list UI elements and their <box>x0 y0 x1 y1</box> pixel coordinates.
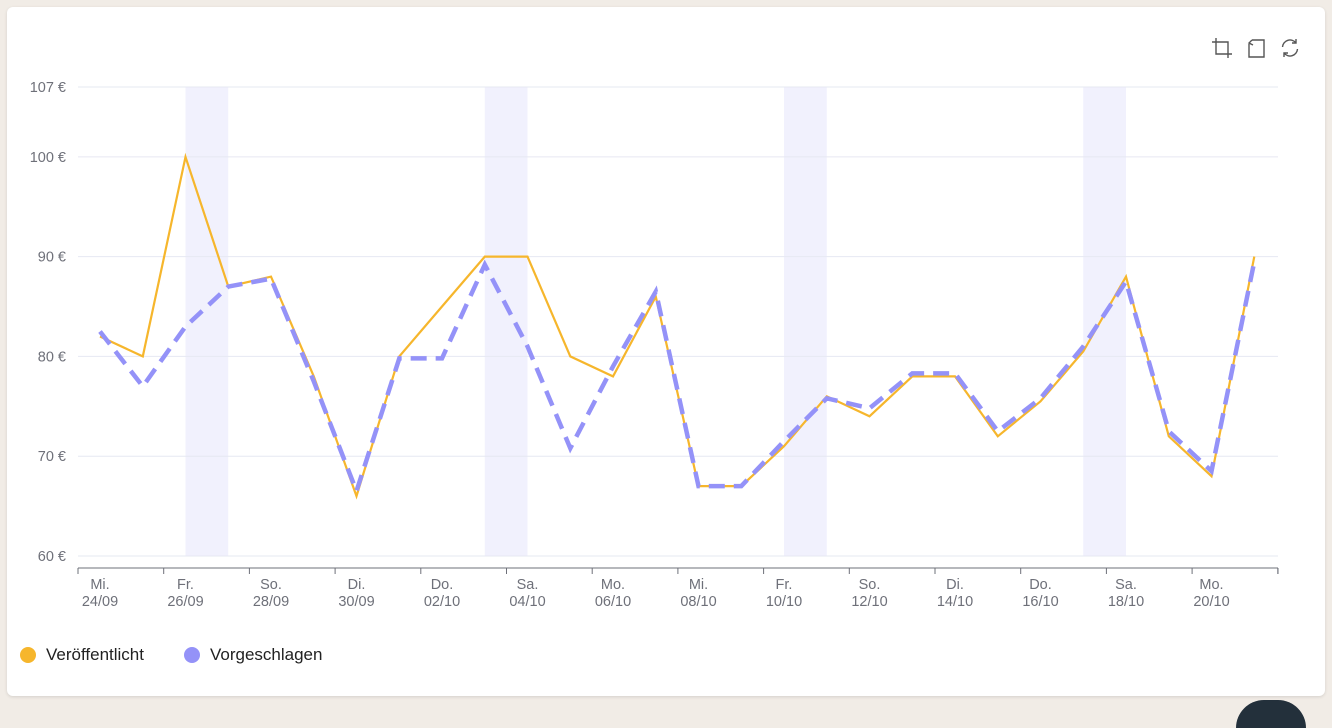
series-line-published <box>99 152 1256 500</box>
x-tick-label-day: So. <box>859 577 881 593</box>
weekend-band-1 <box>484 87 528 556</box>
x-tick-label-date: 30/09 <box>338 594 374 610</box>
x-tick-label-date: 16/10 <box>1022 594 1058 610</box>
x-tick-label-date: 04/10 <box>509 594 545 610</box>
x-tick-label-date: 18/10 <box>1108 594 1144 610</box>
x-tick-label-day: Sa. <box>1115 577 1137 593</box>
x-tick-label-date: 26/09 <box>167 594 203 610</box>
x-tick-label-day: Fr. <box>177 577 194 593</box>
crop-zoom-icon[interactable] <box>1210 36 1234 60</box>
x-tick-label-day: Fr. <box>776 577 793 593</box>
x-tick-label-date: 24/09 <box>82 594 118 610</box>
legend-item-published[interactable]: Veröffentlicht <box>20 645 144 665</box>
y-tick-label: 90 € <box>38 250 66 266</box>
x-tick-label-day: Mo. <box>601 577 625 593</box>
x-tick-label-date: 10/10 <box>766 594 802 610</box>
chart-legend: Veröffentlicht Vorgeschlagen <box>20 645 322 665</box>
y-tick-label: 107 € <box>30 80 66 96</box>
x-tick-label-date: 08/10 <box>680 594 716 610</box>
legend-dot-published <box>20 647 36 663</box>
y-tick-label: 60 € <box>38 549 66 565</box>
series-line-suggested <box>98 259 1257 498</box>
x-tick-label-day: So. <box>260 577 282 593</box>
y-tick-label: 100 € <box>30 150 66 166</box>
chat-widget-button[interactable] <box>1236 700 1306 728</box>
x-tick-label-day: Mi. <box>90 577 109 593</box>
x-tick-label-day: Do. <box>431 577 454 593</box>
legend-label-published: Veröffentlicht <box>46 645 144 664</box>
x-tick-label-day: Mo. <box>1199 577 1223 593</box>
y-tick-label: 80 € <box>38 349 66 365</box>
x-tick-label-day: Do. <box>1029 577 1052 593</box>
x-tick-label-day: Di. <box>348 577 366 593</box>
zoom-reset-icon[interactable] <box>1244 36 1268 60</box>
x-tick-label-date: 28/09 <box>253 594 289 610</box>
x-tick-label-date: 14/10 <box>937 594 973 610</box>
refresh-icon[interactable] <box>1278 36 1302 60</box>
weekend-band-2 <box>784 87 827 556</box>
legend-item-suggested[interactable]: Vorgeschlagen <box>183 645 323 665</box>
y-tick-label: 70 € <box>38 449 66 465</box>
x-tick-label-day: Di. <box>946 577 964 593</box>
x-tick-label-day: Sa. <box>517 577 539 593</box>
price-line-chart: 60 €70 €80 €90 €100 €107 €Mi.24/09Fr.26/… <box>30 80 1279 610</box>
x-tick-label-date: 06/10 <box>595 594 631 610</box>
x-tick-label-day: Mi. <box>689 577 708 593</box>
x-tick-label-date: 20/10 <box>1193 594 1229 610</box>
chart-toolbar <box>1210 36 1302 60</box>
x-tick-label-date: 12/10 <box>851 594 887 610</box>
legend-dot-suggested <box>183 647 200 663</box>
weekend-band-3 <box>1083 87 1126 556</box>
x-tick-label-date: 02/10 <box>424 594 460 610</box>
legend-label-suggested: Vorgeschlagen <box>209 645 323 664</box>
